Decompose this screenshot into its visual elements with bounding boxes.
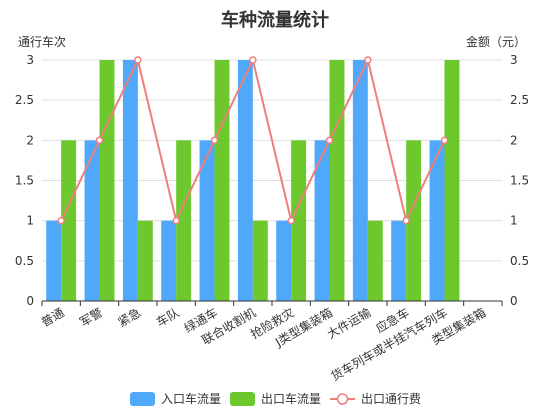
line-point[interactable]	[440, 136, 449, 145]
bar-exit[interactable]	[176, 140, 192, 301]
bar-exit[interactable]	[444, 60, 460, 301]
line-point[interactable]	[57, 216, 65, 225]
legend-swatch	[230, 392, 255, 406]
bar-entrance[interactable]	[314, 140, 330, 301]
right-tick-label: 2	[510, 133, 518, 147]
legend-entrance[interactable]: 入口车流量	[130, 391, 221, 406]
left-tick-label: 0	[26, 294, 34, 308]
line-point[interactable]	[287, 216, 295, 225]
legend-swatch	[130, 392, 155, 406]
bar-exit[interactable]	[291, 140, 307, 301]
category-label: 车队	[153, 305, 181, 330]
bar-entrance[interactable]	[276, 220, 292, 301]
legend-label: 出口通行费	[361, 392, 421, 406]
bar-entrance[interactable]	[161, 220, 177, 301]
legend-toll[interactable]: 出口通行费	[330, 392, 421, 406]
bar-exit[interactable]	[367, 220, 383, 301]
left-tick-label: 1.5	[15, 174, 34, 188]
left-tick-label: 1	[26, 214, 34, 228]
category-label: 紧急	[115, 305, 143, 330]
bar-entrance[interactable]	[237, 60, 253, 301]
line-point[interactable]	[172, 216, 180, 225]
left-tick-label: 2	[26, 133, 34, 147]
right-tick-label: 0.5	[510, 254, 529, 268]
line-point[interactable]	[325, 136, 334, 145]
right-tick-label: 1	[510, 214, 518, 228]
line-point[interactable]	[249, 56, 257, 64]
right-tick-label: 2.5	[510, 93, 529, 107]
bar-entrance[interactable]	[352, 60, 368, 301]
right-tick-label: 0	[510, 294, 518, 308]
bar-exit[interactable]	[406, 140, 422, 301]
bar-entrance[interactable]	[122, 60, 138, 301]
bar-layer	[46, 60, 460, 301]
right-axis-name: 金额（元）	[466, 34, 526, 49]
line-point[interactable]	[364, 56, 372, 64]
bar-exit[interactable]	[99, 60, 115, 301]
legend-label: 出口车流量	[261, 391, 321, 406]
category-label: 大件运输	[324, 305, 373, 342]
chart-title: 车种流量统计	[221, 9, 329, 31]
bar-exit[interactable]	[252, 220, 268, 301]
bar-entrance[interactable]	[46, 220, 62, 301]
line-layer	[57, 56, 449, 225]
category-label: 军警	[77, 305, 105, 330]
bar-exit[interactable]	[329, 60, 345, 301]
legend-label: 入口车流量	[161, 391, 221, 406]
bar-exit[interactable]	[214, 60, 230, 301]
bar-exit[interactable]	[137, 220, 153, 301]
legend-swatch-marker	[336, 393, 349, 405]
left-tick-label: 2.5	[15, 93, 34, 107]
legend[interactable]: 入口车流量 出口车流量 出口通行费	[130, 391, 421, 406]
bar-entrance[interactable]	[199, 140, 215, 301]
bar-entrance[interactable]	[391, 220, 407, 301]
left-tick-label: 3	[26, 53, 34, 67]
line-point[interactable]	[402, 216, 410, 225]
line-point[interactable]	[95, 136, 104, 145]
bar-exit[interactable]	[61, 140, 77, 301]
left-tick-label: 0.5	[15, 254, 34, 268]
line-point[interactable]	[134, 56, 142, 64]
right-tick-label: 1.5	[510, 174, 529, 188]
left-axis-name: 通行车次	[18, 34, 66, 49]
line-point[interactable]	[210, 136, 219, 145]
category-label: 普通	[39, 305, 67, 329]
bar-entrance[interactable]	[429, 140, 445, 301]
bar-entrance[interactable]	[84, 140, 100, 301]
legend-exit[interactable]: 出口车流量	[230, 391, 321, 406]
right-tick-label: 3	[510, 53, 518, 67]
